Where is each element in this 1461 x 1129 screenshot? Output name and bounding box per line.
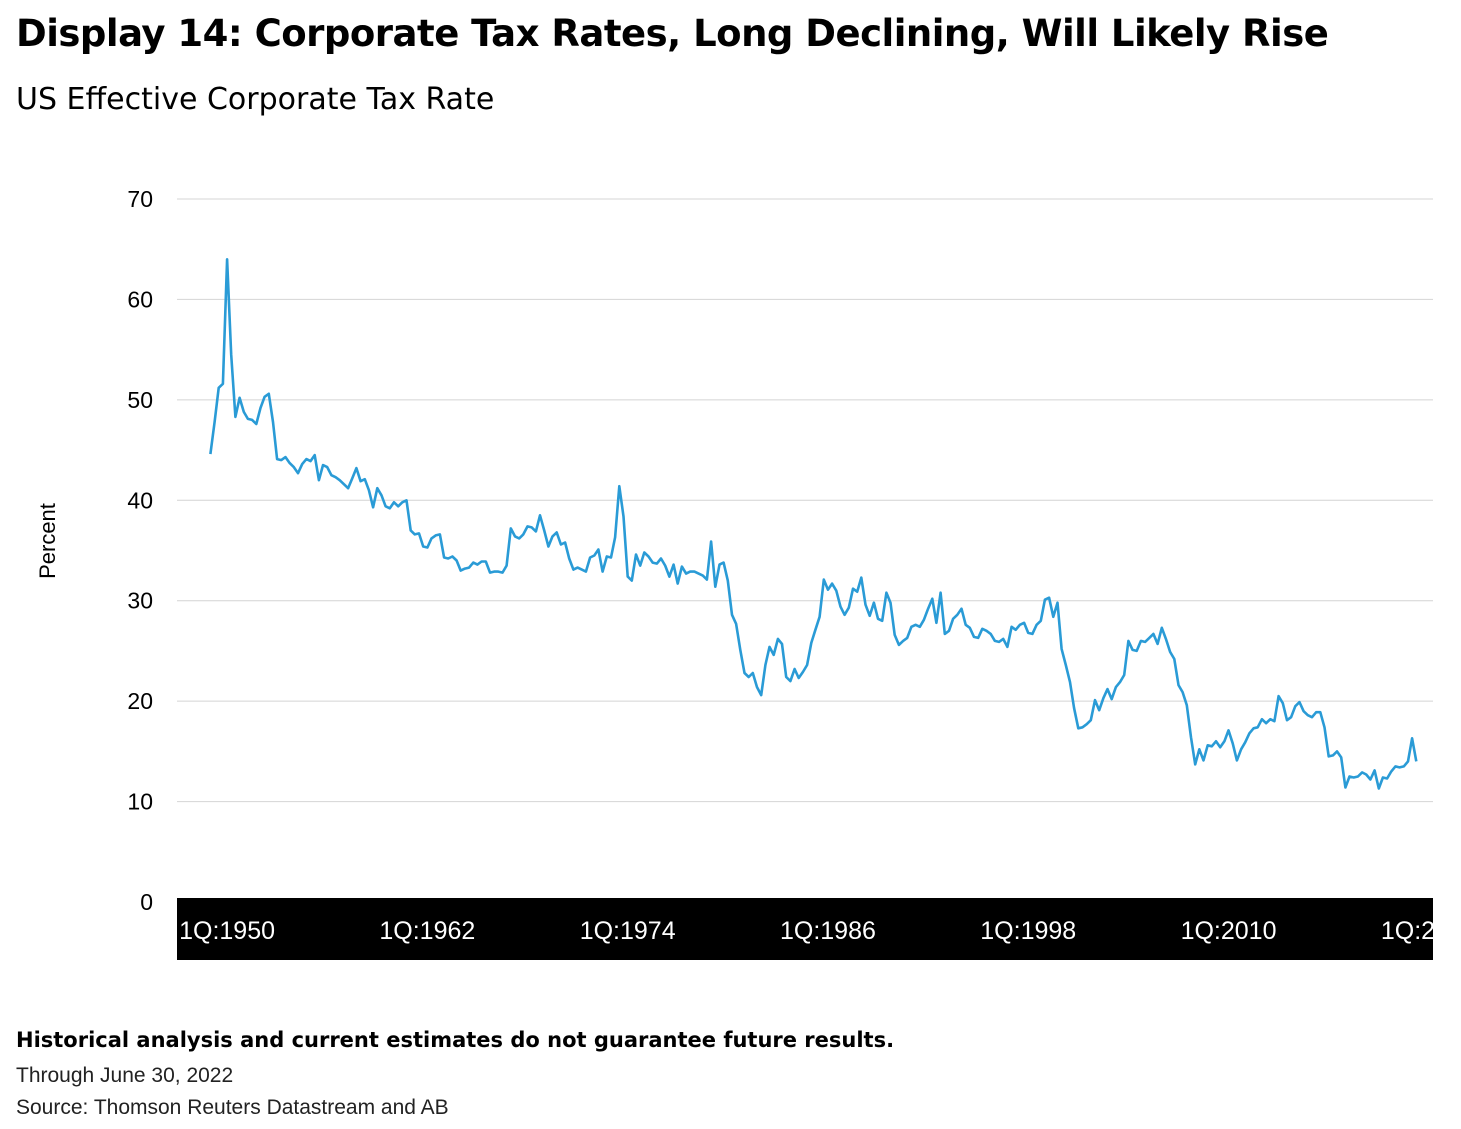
x-tick-label: 1Q:1998: [980, 917, 1076, 945]
x-axis-band: [177, 898, 1433, 960]
y-axis-label: Percent: [35, 503, 60, 579]
chart-subtitle: US Effective Corporate Tax Rate: [16, 82, 495, 117]
y-tick-label: 50: [127, 387, 153, 413]
date-note: Through June 30, 2022: [16, 1064, 234, 1087]
series-line: [209, 258, 1418, 790]
y-tick-label: 60: [127, 286, 153, 312]
chart-title: Display 14: Corporate Tax Rates, Long De…: [16, 12, 1329, 55]
source-note: Source: Thomson Reuters Datastream and A…: [16, 1096, 449, 1119]
y-tick-label: 0: [140, 889, 153, 915]
x-tick-label: 1Q:2010: [1181, 917, 1277, 945]
x-tick-label: 1Q:1986: [780, 917, 876, 945]
x-tick-labels: 1Q:1950 1Q:1962 1Q:1974 1Q:1986 1Q:1998 1Q:20…: [179, 917, 1461, 945]
x-tick-label: 1Q:1962: [379, 917, 475, 945]
y-tick-label: 30: [127, 588, 153, 614]
disclaimer: Historical analysis and current estimate…: [16, 1028, 895, 1052]
y-tick-label: 40: [127, 487, 153, 513]
y-tick-labels: 0 10 20 30 40 50 60 70: [127, 186, 153, 915]
series-layer: [209, 258, 1418, 790]
y-tick-label: 20: [127, 688, 153, 714]
x-tick-label: 1Q:2022: [1381, 917, 1461, 945]
gridlines: [177, 198, 1433, 803]
x-tick-label: 1Q:1974: [580, 917, 676, 945]
y-tick-label: 70: [127, 186, 153, 212]
y-tick-label: 10: [127, 789, 153, 815]
x-tick-label: 1Q:1950: [179, 917, 275, 945]
